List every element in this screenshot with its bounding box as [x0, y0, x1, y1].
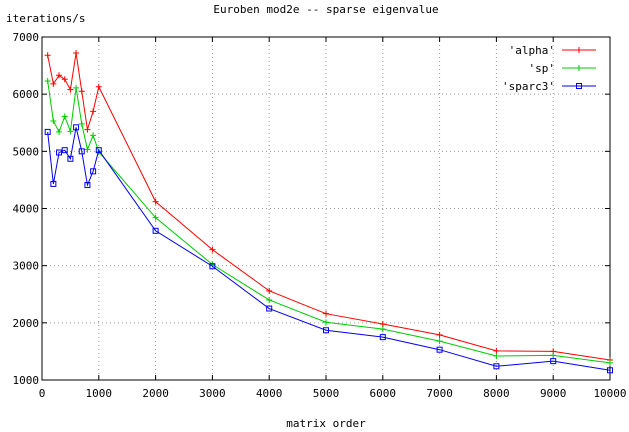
data-point: [61, 147, 68, 154]
x-axis-label: matrix order: [286, 417, 366, 430]
data-point: [550, 352, 557, 359]
x-tick-label: 7000: [426, 387, 453, 400]
y-tick-label: 6000: [13, 88, 40, 101]
data-point: [209, 246, 216, 253]
chart-title: Euroben mod2e -- sparse eigenvalue: [213, 3, 438, 16]
x-tick-label: 3000: [199, 387, 226, 400]
data-point: [576, 83, 582, 89]
data-point: [379, 334, 386, 341]
data-point: [607, 359, 613, 366]
data-point: [84, 126, 91, 133]
data-point: [78, 148, 85, 155]
x-tick-label: 1000: [86, 387, 113, 400]
data-point: [90, 108, 97, 115]
data-point: [379, 320, 386, 327]
series-line: [47, 127, 611, 371]
x-tick-label: 6000: [370, 387, 397, 400]
data-point: [323, 310, 329, 317]
data-point: [323, 327, 329, 334]
y-tick-label: 7000: [13, 31, 40, 44]
data-point: [84, 146, 91, 153]
series-0: [44, 50, 613, 363]
x-tick-label: 2000: [142, 387, 169, 400]
data-point: [61, 113, 68, 120]
data-point: [95, 83, 102, 90]
data-point: [379, 326, 386, 333]
data-point: [576, 47, 582, 53]
data-point: [90, 132, 97, 139]
data-point: [73, 50, 80, 57]
series-line: [47, 80, 611, 364]
data-point: [550, 358, 557, 365]
y-axis-label: iterations/s: [6, 12, 85, 25]
data-point: [50, 80, 57, 87]
data-point: [266, 287, 273, 294]
data-point: [78, 88, 85, 95]
data-point: [90, 168, 97, 175]
x-tick-label: 5000: [313, 387, 340, 400]
data-point: [209, 263, 216, 270]
data-point: [266, 305, 273, 312]
y-tick-label: 4000: [13, 203, 40, 216]
data-point: [493, 352, 500, 359]
data-point: [493, 347, 500, 354]
data-point: [266, 296, 273, 303]
data-point: [50, 118, 57, 125]
data-point: [84, 182, 91, 189]
data-point: [607, 367, 613, 374]
y-tick-label: 1000: [13, 374, 40, 387]
y-tick-label: 5000: [13, 145, 40, 158]
data-point: [67, 155, 74, 162]
x-tick-label: 10000: [593, 387, 626, 400]
x-tick-label: 9000: [540, 387, 567, 400]
data-point: [436, 331, 443, 338]
data-point: [67, 128, 74, 135]
data-point: [436, 346, 443, 353]
series-2: [44, 124, 613, 374]
legend-label: 'sparc3': [502, 80, 555, 93]
series-layer: [44, 50, 613, 374]
data-point: [323, 319, 329, 326]
data-point: [44, 78, 51, 85]
series-1: [44, 78, 613, 366]
x-tick-label: 8000: [483, 387, 510, 400]
data-point: [50, 180, 57, 187]
y-tick-label: 3000: [13, 260, 40, 273]
data-point: [61, 76, 68, 83]
data-point: [56, 72, 63, 79]
data-point: [44, 128, 51, 135]
data-point: [56, 149, 63, 156]
data-point: [78, 120, 85, 127]
data-point: [576, 65, 582, 71]
data-point: [67, 86, 74, 93]
x-tick-label: 0: [39, 387, 46, 400]
legend: 'alpha' 'sp' 'sparc3': [502, 44, 596, 93]
legend-label: 'sp': [529, 62, 556, 75]
data-point: [152, 214, 159, 221]
data-point: [44, 52, 51, 59]
data-point: [73, 84, 80, 91]
data-point: [493, 363, 500, 370]
data-point: [436, 338, 443, 345]
data-point: [152, 227, 159, 234]
axis-ticks: 0 1000 2000 3000 4000 5000 6000 7000 8000 9000 100…: [13, 31, 627, 400]
data-point: [56, 128, 63, 135]
data-point: [73, 124, 80, 131]
y-tick-label: 2000: [13, 317, 40, 330]
data-point: [152, 198, 159, 205]
data-point: [95, 147, 102, 154]
legend-label: 'alpha': [509, 44, 555, 57]
x-tick-label: 4000: [256, 387, 283, 400]
